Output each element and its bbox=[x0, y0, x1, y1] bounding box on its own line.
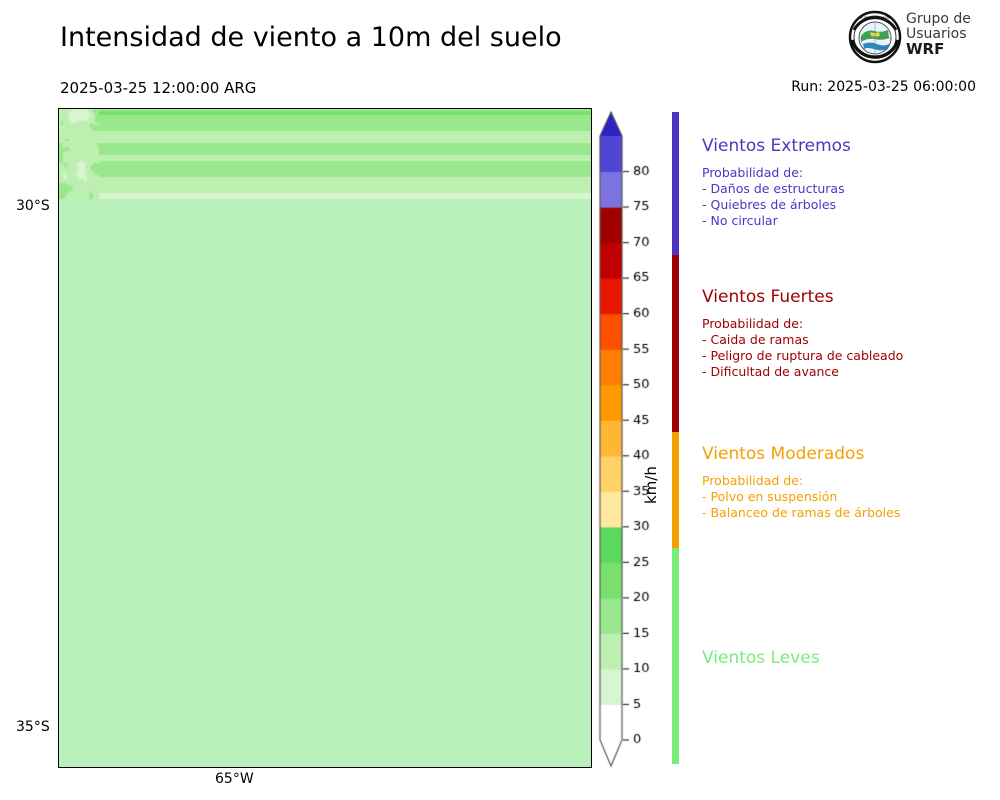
category-color-bar-leves bbox=[672, 548, 679, 764]
logo-line-2: Usuarios bbox=[906, 26, 967, 42]
lon-tick-label-65w: 65°W bbox=[215, 771, 254, 787]
category-effect-line: - Balanceo de ramas de árboles bbox=[702, 505, 901, 520]
category-effects-list-extremos: Probabilidad de: - Daños de estructuras - … bbox=[702, 165, 851, 229]
logo-line-3: WRF bbox=[906, 40, 945, 58]
category-block-moderados: Vientos Moderados Probabilidad de: - Polvo… bbox=[702, 444, 900, 521]
category-effect-line: - Daños de estructuras bbox=[702, 181, 845, 196]
category-effect-line: Probabilidad de: bbox=[702, 165, 804, 180]
category-title-extremos: Vientos Extremos bbox=[702, 136, 851, 156]
category-effects-list-fuertes: Probabilidad de: - Caida de ramas - Peligr… bbox=[702, 316, 903, 380]
logo-text: Grupo de Usuarios WRF bbox=[906, 12, 971, 57]
category-effect-line: - Quiebres de árboles bbox=[702, 197, 837, 212]
category-title-leves: Vientos Leves bbox=[702, 648, 820, 668]
lat-tick-label-35s: 35°S bbox=[16, 719, 50, 735]
category-block-extremos: Vientos Extremos Probabilidad de: - Daños … bbox=[702, 136, 851, 229]
category-block-fuertes: Vientos Fuertes Probabilidad de: - Caida d… bbox=[702, 287, 903, 380]
category-color-bar-fuertes bbox=[672, 255, 679, 432]
category-block-leves: Vientos Leves bbox=[702, 648, 820, 677]
category-effects-list-moderados: Probabilidad de: - Polvo en suspensión - B… bbox=[702, 473, 900, 521]
category-title-moderados: Vientos Moderados bbox=[702, 444, 865, 464]
svg-text:GRUPO DE USUARIOS: GRUPO DE USUARIOS bbox=[858, 16, 893, 20]
globe-emblem-icon: GRUPO DE USUARIOS bbox=[848, 10, 902, 64]
valid-time-label: 2025-03-25 12:00:00 ARG bbox=[60, 79, 257, 97]
colorbar-unit-label: km/h bbox=[642, 466, 660, 504]
logo-line-1: Grupo de bbox=[906, 11, 971, 27]
page-title: Intensidad de viento a 10m del suelo bbox=[60, 22, 562, 53]
wind-speed-field-canvas bbox=[59, 109, 591, 767]
category-effect-line: - Peligro de ruptura de cableado bbox=[702, 348, 904, 363]
colorbar: km/h bbox=[598, 108, 668, 768]
wind-speed-map[interactable] bbox=[58, 108, 592, 768]
category-effect-line: Probabilidad de: bbox=[702, 316, 804, 331]
wind-category-legend: Vientos Extremos Probabilidad de: - Daños … bbox=[672, 110, 992, 766]
category-effect-line: - Polvo en suspensión bbox=[702, 489, 838, 504]
category-effect-line: Probabilidad de: bbox=[702, 473, 804, 488]
category-color-bar-moderados bbox=[672, 432, 679, 548]
logo: GRUPO DE USUARIOS Grupo de Usuarios WRF bbox=[848, 10, 994, 66]
colorbar-canvas bbox=[598, 108, 668, 768]
category-effect-line: - Caida de ramas bbox=[702, 332, 809, 347]
lat-tick-label-30s: 30°S bbox=[16, 198, 50, 214]
category-title-fuertes: Vientos Fuertes bbox=[702, 287, 834, 307]
category-effect-line: - Dificultad de avance bbox=[702, 364, 839, 379]
model-run-label: Run: 2025-03-25 06:00:00 bbox=[791, 79, 976, 95]
category-color-bar-extremos bbox=[672, 112, 679, 255]
category-effect-line: - No circular bbox=[702, 213, 778, 228]
